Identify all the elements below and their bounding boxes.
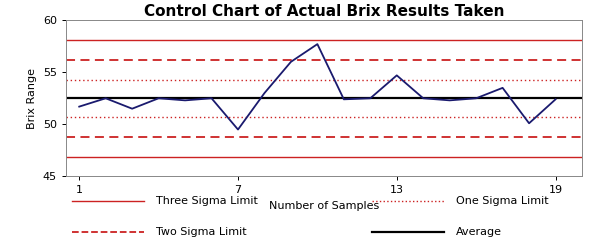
Title: Control Chart of Actual Brix Results Taken: Control Chart of Actual Brix Results Tak… xyxy=(144,4,504,19)
Text: One Sigma Limit: One Sigma Limit xyxy=(456,196,548,206)
Text: Average: Average xyxy=(456,227,502,237)
Text: Two Sigma Limit: Two Sigma Limit xyxy=(156,227,247,237)
X-axis label: Number of Samples: Number of Samples xyxy=(269,201,379,211)
Y-axis label: Brix Range: Brix Range xyxy=(27,68,37,129)
Text: Three Sigma Limit: Three Sigma Limit xyxy=(156,196,258,206)
